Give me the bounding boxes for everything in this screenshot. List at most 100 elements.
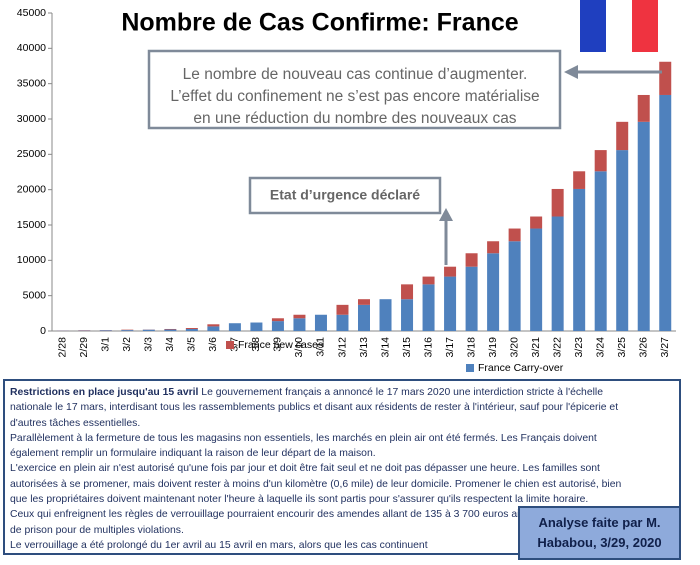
- y-tick-label: 15000: [17, 219, 46, 231]
- text-line: que les propriétaires doivent maintenant…: [10, 492, 674, 507]
- annotation-text: en une réduction du nombre des nouveaux …: [193, 110, 516, 127]
- x-tick-label: 3/5: [186, 337, 198, 352]
- bar-segment: [293, 318, 306, 331]
- bar-segment: [637, 121, 650, 332]
- x-tick-label: 3/24: [594, 337, 606, 358]
- bar-segment: [401, 299, 414, 331]
- bar-segment: [250, 322, 263, 331]
- text-content: nationale le 17 mars, interdisant tous l…: [10, 402, 619, 414]
- y-tick-label: 40000: [17, 42, 46, 54]
- bar-segment: [530, 216, 543, 229]
- y-tick-label: 25000: [17, 148, 46, 160]
- text-line: également remplir un formulaire indiquan…: [10, 446, 674, 461]
- legend-label: France Carry-over: [478, 362, 564, 374]
- text-line: Parallèlement à la fermeture de tous les…: [10, 431, 674, 446]
- text-box: Restrictions en place jusqu'au 15 avril …: [3, 379, 681, 555]
- bar-segment: [551, 188, 564, 217]
- bar-segment: [659, 61, 672, 95]
- bar-segment: [336, 314, 349, 331]
- x-tick-label: 3/14: [379, 337, 391, 358]
- text-content: Parallèlement à la fermeture de tous les…: [10, 432, 597, 444]
- bar-segment: [185, 328, 198, 331]
- bar-segment: [616, 121, 629, 151]
- text-line: Le verrouillage a été prolongé du 1er av…: [10, 538, 674, 553]
- annotation-box: [147, 49, 562, 130]
- y-tick-label: 0: [40, 325, 46, 337]
- text-line: nationale le 17 mars, interdisant tous l…: [10, 400, 674, 415]
- x-tick-label: 3/21: [530, 337, 542, 358]
- bar-segment: [487, 241, 500, 254]
- text-line: L'exercice en plein air n'est autorisé q…: [10, 461, 674, 476]
- bar-segment: [293, 314, 306, 319]
- annotation-text: Etat d’urgence déclaré: [270, 187, 420, 203]
- bar-segment: [142, 329, 155, 331]
- bar-segment: [573, 171, 586, 189]
- bar-segment: [271, 318, 284, 322]
- y-tick-label: 45000: [17, 7, 46, 19]
- bar-segment: [401, 284, 414, 300]
- bar-segment: [422, 276, 435, 285]
- x-tick-label: 3/2: [121, 337, 133, 352]
- x-tick-label: 3/22: [551, 337, 563, 358]
- x-tick-label: 3/20: [508, 337, 520, 358]
- bar-segment: [573, 188, 586, 331]
- x-tick-label: 3/18: [465, 337, 477, 358]
- x-tick-label: 3/26: [638, 337, 650, 358]
- chart-title: Nombre de Cas Confirme: France: [121, 9, 518, 37]
- x-tick-label: 3/9: [272, 337, 284, 352]
- flag-red: [632, 0, 658, 52]
- bar-segment: [637, 94, 650, 122]
- x-tick-label: 3/11: [315, 337, 327, 357]
- legend-swatch: [466, 364, 474, 372]
- bar-segment: [530, 228, 543, 331]
- x-tick-label: 3/3: [143, 337, 155, 352]
- annotation-box: [248, 176, 442, 215]
- text-content: également remplir un formulaire indiquan…: [10, 448, 376, 460]
- text-content: Le gouvernement français a annoncé le 17…: [198, 387, 603, 398]
- annotation-text: L’effet du confinement ne s’est pas enco…: [170, 88, 539, 105]
- y-tick-label: 35000: [17, 77, 46, 89]
- bar-segment: [228, 323, 241, 331]
- x-tick-label: 3/12: [336, 337, 348, 358]
- text-content: autorisées à se promener, mais doivent r…: [10, 478, 622, 490]
- bar-segment: [444, 276, 457, 331]
- bar-segment: [271, 321, 284, 331]
- text-content: de prison pour de multiples violations.: [10, 524, 184, 536]
- bar-segment: [358, 304, 370, 331]
- x-tick-label: 3/6: [207, 337, 219, 352]
- bar-segment: [121, 330, 134, 331]
- y-tick-label: 5000: [23, 289, 47, 301]
- text-line: Restrictions en place jusqu'au 15 avril …: [10, 385, 674, 400]
- bar-segment: [379, 299, 392, 331]
- bar-segment: [99, 330, 112, 331]
- x-tick-label: 3/13: [358, 337, 370, 358]
- bar-segment: [594, 171, 607, 331]
- x-tick-label: 3/4: [164, 337, 176, 352]
- y-tick-label: 10000: [17, 254, 46, 266]
- legend-swatch: [226, 341, 234, 349]
- bar-segment: [336, 304, 349, 315]
- signature-line: Hababou, 3/29, 2020: [537, 535, 662, 550]
- bar-segment: [358, 299, 370, 305]
- bar-segment: [594, 150, 607, 172]
- bar-segment: [659, 94, 672, 332]
- bar-segment: [508, 228, 521, 242]
- text-line: d'autres tâches essentielles.: [10, 416, 674, 431]
- arrow-head: [564, 65, 578, 79]
- signature-box: Analyse faite par M. Hababou, 3/29, 2020: [518, 506, 681, 560]
- legend-label: France new cases: [238, 339, 323, 351]
- bar-segment: [551, 216, 564, 331]
- bar-segment: [444, 266, 457, 277]
- x-tick-label: 3/23: [573, 337, 585, 358]
- text-line: de prison pour de multiples violations.: [10, 523, 674, 538]
- x-tick-label: 3/19: [487, 337, 499, 358]
- text-line: Ceux qui enfreignent les règles de verro…: [10, 507, 674, 522]
- bar-segment: [164, 328, 177, 330]
- text-content: que les propriétaires doivent maintenant…: [10, 494, 589, 506]
- bar-segment: [616, 150, 629, 331]
- x-tick-label: 3/16: [422, 337, 434, 358]
- text-content: d'autres tâches essentielles.: [10, 417, 141, 429]
- bar-segment: [164, 329, 177, 331]
- signature-line: Analyse faite par M.: [538, 515, 661, 530]
- text-line: autorisées à se promener, mais doivent r…: [10, 477, 674, 492]
